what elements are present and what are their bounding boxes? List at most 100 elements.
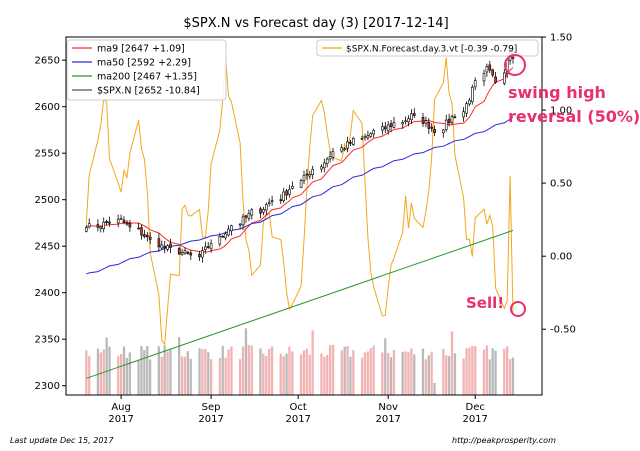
volume-bar	[323, 356, 326, 395]
volume-bar	[387, 353, 390, 395]
swing-high-line1: swing high	[508, 83, 606, 102]
candle-body	[441, 129, 445, 134]
price-candles	[85, 45, 515, 263]
ma50-line	[86, 116, 514, 275]
volume-bar	[340, 350, 343, 395]
right-y-tick-label: -0.50	[550, 325, 576, 336]
annotation-sell: Sell!	[466, 294, 526, 317]
candle-body	[386, 124, 390, 131]
candle-body	[462, 111, 465, 118]
volume-bar	[117, 356, 120, 395]
candle-body	[383, 126, 387, 130]
candle-body	[424, 120, 428, 124]
ma200-line	[86, 229, 514, 379]
candle-body	[491, 69, 495, 76]
legend-left: ma9 [2647 +1.09] ma50 [2592 +2.29] ma200…	[66, 39, 227, 101]
volume-bar	[326, 355, 329, 395]
x-tick-year: 2017	[462, 414, 487, 425]
volume-bar	[482, 349, 486, 395]
volume-bar	[183, 356, 187, 395]
candle-body	[404, 120, 407, 123]
volume-bar	[474, 346, 477, 395]
volume-bar	[204, 349, 207, 395]
candle-body	[160, 244, 164, 249]
candle-body	[259, 208, 262, 214]
candle-body	[267, 202, 271, 204]
volume-bar	[146, 345, 149, 395]
footer-url: http://peakprosperity.com	[452, 436, 556, 445]
volume-bar	[465, 348, 468, 395]
candle-body	[322, 162, 326, 169]
candle-body	[163, 245, 166, 248]
volume-bar	[445, 355, 448, 395]
candle-body	[186, 251, 190, 254]
candle-body	[85, 227, 88, 232]
volume-bar	[404, 351, 407, 395]
candle-body	[137, 227, 140, 230]
x-tick-year: 2017	[285, 414, 310, 425]
volume-bar	[360, 357, 364, 395]
candle-body	[218, 236, 222, 245]
left-y-tick-label: 2550	[35, 149, 60, 160]
x-tick-month: Aug	[111, 402, 131, 413]
candle-body	[308, 174, 312, 177]
candle-body	[488, 64, 492, 71]
candle-body	[221, 236, 224, 238]
volume-bar	[407, 352, 410, 395]
candle-body	[360, 138, 364, 140]
volume-bar	[372, 345, 375, 395]
candle-body	[227, 228, 230, 236]
candle-body	[392, 122, 396, 128]
candle-body	[305, 173, 309, 176]
volume-bar	[224, 357, 227, 395]
footer-last-update: Last update Dec 15, 2017	[10, 436, 114, 445]
x-tick-month: Sep	[202, 402, 221, 413]
x-tick-month: Dec	[466, 402, 485, 413]
volume-bar	[410, 348, 413, 395]
candle-body	[473, 80, 477, 88]
candle-body	[177, 248, 181, 255]
candle-body	[189, 252, 193, 256]
volume-bar	[471, 346, 474, 395]
volume-bar	[453, 353, 457, 395]
candle-body	[108, 221, 111, 224]
volume-bar	[88, 356, 91, 395]
moving-averages	[86, 67, 514, 379]
candle-body	[198, 253, 201, 258]
volume-bar	[413, 354, 416, 395]
volume-bar	[442, 348, 445, 395]
ma9-line	[86, 67, 514, 253]
legend-ma200-label: ma200 [2467 +1.35]	[97, 72, 197, 83]
candle-body	[128, 223, 132, 228]
volume-bar	[349, 356, 352, 395]
volume-bar	[186, 351, 189, 395]
volume-bar	[128, 352, 131, 395]
candle-body	[247, 213, 251, 219]
x-tick-year: 2017	[375, 414, 400, 425]
candle-body	[102, 221, 105, 230]
candle-body	[447, 118, 451, 124]
candle-body	[366, 135, 370, 139]
swing-high-marker	[504, 54, 526, 76]
candle-body	[291, 186, 294, 189]
volume-bar	[369, 348, 372, 395]
candle-body	[369, 133, 373, 137]
volume-bar	[485, 345, 488, 395]
candle-body	[470, 87, 474, 103]
volume-bar	[178, 337, 181, 395]
legend-forecast-label: $SPX.N.Forecast.day.3.vt [-0.39 -0.79]	[346, 45, 517, 55]
volume-bar	[239, 359, 242, 395]
candle-body	[201, 250, 204, 258]
chart-title: $SPX.N vs Forecast day (3) [2017-12-14]	[183, 16, 448, 31]
volume-bar	[320, 353, 323, 395]
volume-bar	[137, 359, 140, 395]
forecast-line	[85, 56, 514, 346]
sell-marker	[510, 301, 526, 317]
candle-body	[146, 234, 149, 238]
candle-body	[288, 189, 291, 195]
candle-body	[410, 113, 413, 121]
volume-bar	[160, 356, 163, 395]
volume-bar	[311, 330, 314, 395]
candle-body	[465, 103, 468, 114]
volume-bar	[433, 382, 436, 395]
